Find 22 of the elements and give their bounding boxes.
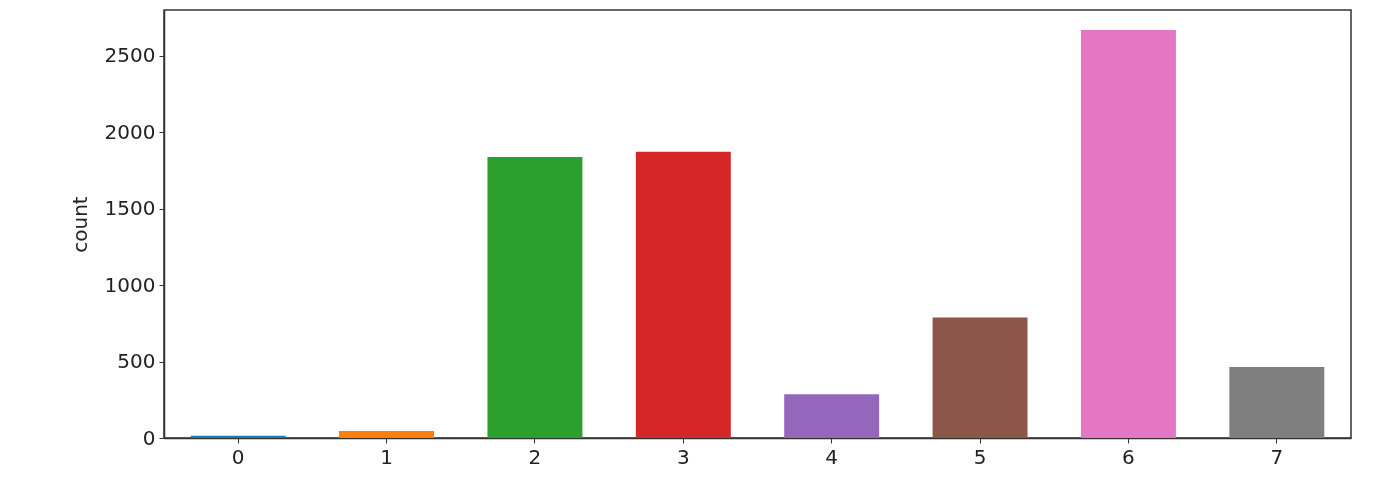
- x-tick-label: 1: [380, 444, 393, 469]
- bar: [339, 431, 435, 438]
- x-tick-label: 7: [1270, 444, 1284, 469]
- bar: [1080, 30, 1176, 438]
- x-tick-label: 6: [1122, 444, 1135, 469]
- y-tick-label: 2000: [104, 119, 156, 144]
- bar: [784, 394, 880, 438]
- bar: [1229, 367, 1325, 438]
- y-tick-label: 1000: [104, 272, 156, 297]
- y-tick-label: 1500: [104, 196, 156, 221]
- y-axis-title: count: [67, 196, 92, 253]
- x-tick-label: 5: [973, 444, 987, 469]
- bar: [635, 151, 731, 438]
- y-tick-label: 500: [117, 349, 156, 374]
- y-tick-label: 2500: [104, 43, 156, 68]
- x-tick-label: 0: [231, 444, 245, 469]
- x-tick-label: 2: [528, 444, 542, 469]
- bar: [487, 157, 583, 438]
- y-tick-label: 0: [142, 425, 156, 450]
- x-tick-label: 3: [676, 444, 690, 469]
- x-tick-label: 4: [825, 444, 839, 469]
- bar: [932, 317, 1028, 438]
